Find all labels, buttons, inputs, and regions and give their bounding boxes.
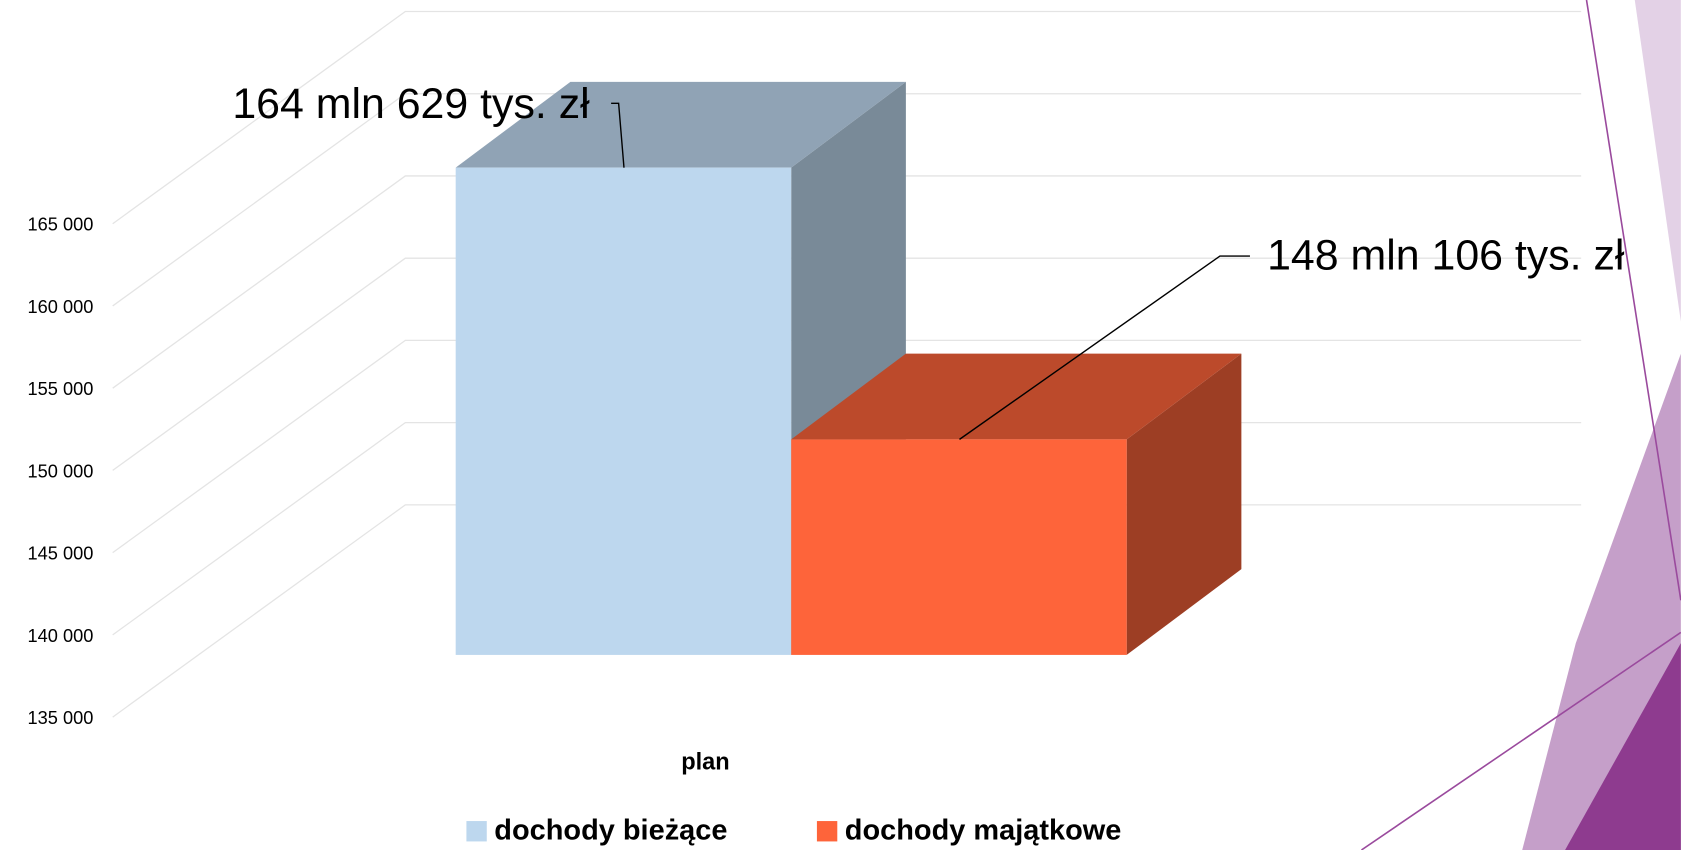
y-tick-label: 135 000	[28, 708, 94, 728]
legend-label: dochody majątkowe	[845, 814, 1122, 846]
grid-line	[112, 10, 1582, 225]
y-tick-label: 145 000	[28, 544, 94, 564]
bar-side	[1126, 353, 1242, 655]
bar-top	[791, 353, 1242, 440]
data-label: 164 mln 629 tys. zł	[232, 80, 590, 128]
bar-front	[791, 439, 1127, 655]
bar-front	[455, 167, 792, 655]
legend-label: dochody bieżące	[494, 814, 727, 846]
y-tick-label: 160 000	[28, 297, 94, 317]
grid-line	[112, 93, 1582, 307]
x-tick-label: plan	[681, 748, 729, 774]
grid-line	[112, 175, 1582, 389]
data-label: 148 mln 106 tys. zł	[1267, 232, 1625, 280]
y-tick-label: 155 000	[28, 379, 94, 399]
decoration	[1360, 0, 1681, 850]
grid-line	[112, 339, 1582, 554]
bar	[791, 353, 1242, 655]
bar-top	[455, 81, 906, 168]
y-tick-label: 165 000	[28, 215, 94, 235]
legend-swatch	[466, 821, 487, 842]
y-tick-label: 150 000	[28, 461, 94, 481]
legend-swatch	[816, 821, 838, 842]
leader-line	[611, 102, 625, 168]
grid-line	[112, 257, 1582, 471]
y-tick-label: 140 000	[28, 626, 94, 646]
leader-line	[959, 255, 1250, 440]
